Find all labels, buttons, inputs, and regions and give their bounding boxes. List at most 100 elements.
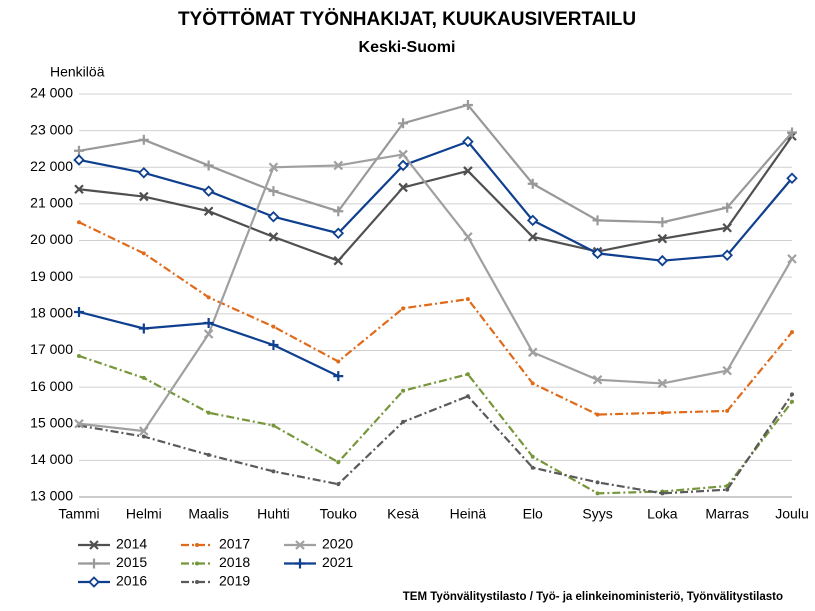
point-marker	[203, 329, 214, 339]
chart-title: TYÖTTÖMAT TYÖNHAKIJAT, KUUKAUSIVERTAILU	[178, 9, 636, 30]
point-marker	[657, 378, 668, 389]
y-tick-label: 16 000	[30, 378, 73, 394]
x-tick-label: Loka	[647, 506, 678, 522]
x-tick-label: Helmi	[126, 506, 162, 522]
x-tick-label: Touko	[320, 506, 358, 522]
point-marker	[77, 353, 81, 358]
point-marker	[336, 460, 341, 465]
x-tick-label: Tammi	[58, 506, 99, 522]
y-tick-label: 15 000	[30, 414, 73, 430]
point-marker	[595, 412, 600, 417]
series-line	[78, 153, 793, 433]
point-marker	[592, 215, 603, 226]
point-marker	[268, 186, 279, 197]
point-marker	[267, 210, 280, 223]
point-marker	[271, 423, 276, 428]
legend-label: 2018	[219, 554, 250, 570]
point-marker	[202, 185, 215, 197]
point-marker	[268, 232, 279, 242]
point-marker	[74, 145, 84, 156]
point-marker	[336, 359, 341, 364]
point-marker	[591, 247, 604, 260]
point-marker	[74, 418, 84, 429]
point-marker	[401, 388, 406, 393]
point-marker	[787, 254, 797, 264]
point-marker	[790, 330, 794, 335]
point-marker	[721, 249, 733, 261]
point-marker	[74, 306, 84, 317]
series-line	[78, 103, 793, 224]
point-marker	[790, 392, 794, 397]
series-line	[78, 140, 793, 262]
point-marker	[725, 487, 730, 492]
point-marker	[657, 233, 668, 244]
point-marker	[139, 426, 149, 436]
point-marker	[141, 251, 146, 256]
y-tick-label: 18 000	[30, 305, 73, 321]
point-marker	[74, 184, 84, 195]
point-marker	[203, 206, 214, 217]
legend-label: 2021	[322, 554, 353, 570]
point-marker	[397, 159, 409, 172]
point-marker	[527, 232, 538, 242]
chart-subtitle: Keski-Suomi	[359, 39, 456, 56]
point-marker	[138, 166, 150, 179]
point-marker	[465, 394, 470, 399]
series-line	[78, 135, 793, 262]
point-marker	[398, 118, 409, 129]
point-marker	[660, 410, 665, 415]
point-marker	[722, 222, 732, 233]
point-marker	[333, 255, 344, 266]
point-marker	[722, 365, 732, 376]
point-marker	[725, 408, 730, 413]
series-line	[78, 393, 793, 495]
point-marker	[527, 347, 538, 358]
legend-marker	[195, 561, 199, 566]
legend-marker	[89, 540, 99, 550]
x-tick-label: Heinä	[450, 506, 487, 522]
y-tick-label: 21 000	[30, 195, 73, 211]
point-marker	[77, 220, 81, 225]
y-tick-label: 24 000	[30, 85, 73, 101]
point-marker	[722, 202, 733, 213]
point-marker	[462, 135, 474, 148]
x-tick-label: Joulu	[775, 506, 808, 522]
point-marker	[398, 182, 408, 193]
x-tick-label: Syys	[582, 506, 612, 522]
point-marker	[463, 232, 473, 242]
x-tick-label: Elo	[523, 506, 543, 522]
x-tick-label: Huhti	[257, 506, 290, 522]
legend-label: 2020	[322, 536, 353, 552]
legend-label: 2016	[116, 573, 147, 589]
source: TEM Työnvälitystilasto / Työ- ja elinkei…	[403, 591, 783, 603]
point-marker	[141, 434, 146, 439]
legend-marker	[195, 543, 199, 547]
point-marker	[206, 295, 211, 300]
x-tick-label: Kesä	[387, 506, 419, 522]
point-marker	[271, 324, 276, 329]
legend-marker	[89, 558, 99, 569]
point-marker	[465, 372, 470, 377]
point-marker	[595, 480, 600, 485]
point-marker	[530, 381, 535, 386]
point-marker	[139, 191, 149, 202]
series-line	[78, 354, 793, 495]
point-marker	[530, 465, 535, 470]
y-tick-label: 17 000	[30, 341, 73, 357]
legend-label: 2015	[116, 554, 147, 570]
point-marker	[271, 469, 276, 474]
y-axis-label: Henkilöä	[50, 64, 105, 80]
point-marker	[268, 162, 279, 173]
y-tick-label: 14 000	[30, 451, 73, 467]
point-marker	[790, 399, 794, 404]
point-marker	[401, 419, 406, 424]
x-tick-label: Maalis	[188, 506, 228, 522]
point-marker	[595, 491, 600, 496]
point-marker	[657, 217, 668, 228]
y-tick-label: 22 000	[30, 158, 73, 174]
legend-marker	[295, 540, 305, 550]
point-marker	[401, 306, 406, 311]
point-marker	[660, 491, 665, 496]
